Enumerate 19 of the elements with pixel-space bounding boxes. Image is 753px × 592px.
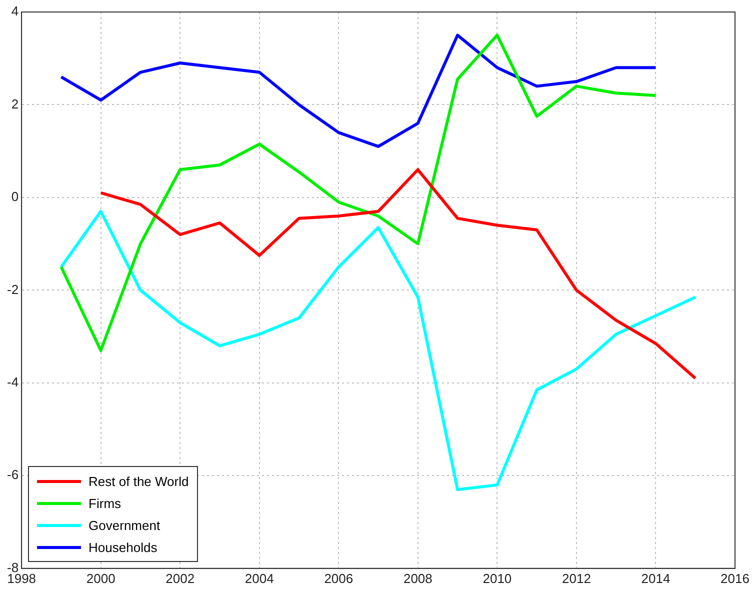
x-tick-label: 2014 — [641, 570, 670, 586]
y-tick-label: 0 — [11, 189, 19, 204]
x-tick-label: 2012 — [562, 570, 591, 586]
x-tick-label: 2002 — [166, 570, 195, 586]
x-tick-label: 2016 — [720, 570, 750, 586]
x-tick-label: 2010 — [482, 570, 512, 586]
y-tick-label: -4 — [6, 374, 19, 390]
x-tick-label: 2006 — [324, 570, 354, 586]
y-tick-label: -6 — [6, 467, 19, 482]
legend-label: Government — [88, 518, 160, 533]
legend-label: Firms — [88, 496, 122, 511]
legend-label: Rest of the World — [88, 474, 189, 489]
x-tick-label: 2004 — [244, 570, 274, 586]
y-tick-label: 4 — [11, 4, 19, 19]
legend-label: Households — [88, 540, 158, 555]
y-tick-label: -2 — [6, 282, 19, 297]
x-tick-label: 2008 — [403, 570, 432, 586]
y-tick-label: 2 — [11, 96, 19, 112]
x-tick-label: 2000 — [86, 570, 116, 586]
